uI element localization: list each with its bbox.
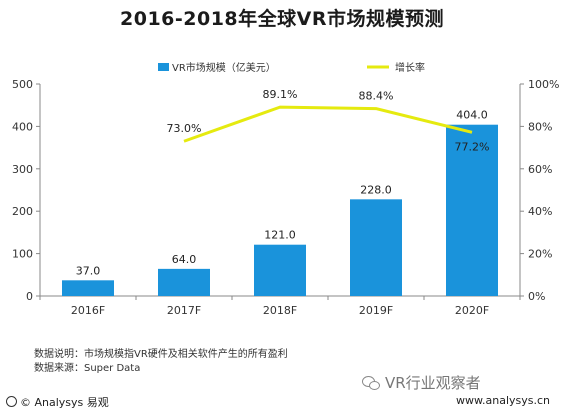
- bar-2018F: [254, 244, 306, 296]
- y-tick-label-left: 0: [26, 290, 33, 303]
- bar-value-label: 37.0: [76, 264, 101, 277]
- legend-swatch-bar: [158, 63, 169, 71]
- growth-line-path: [183, 105, 473, 143]
- y-tick-label-right: 20%: [528, 248, 552, 261]
- bars: [62, 124, 498, 296]
- watermark: VR行业观察者: [362, 372, 481, 393]
- x-tick-label: 2017F: [167, 304, 201, 317]
- x-tick-label: 2020F: [455, 304, 489, 317]
- brand-text: © Analysys 易观: [20, 396, 109, 409]
- growth-value-label: 77.2%: [455, 140, 490, 153]
- axes: 0 100 200 300 400 500 0% 20% 40% 60% 80% 100% 2016F 2…: [12, 78, 559, 317]
- y-tick-label-right: 80%: [528, 120, 552, 133]
- legend: VR市场规模（亿美元） 增长率: [158, 61, 425, 74]
- y-tick-label-right: 60%: [528, 163, 552, 176]
- y-tick-label-left: 500: [12, 78, 33, 91]
- y-tick-label-right: 40%: [528, 205, 552, 218]
- data-source: 数据来源：Super Data: [34, 363, 141, 374]
- growth-line: [183, 105, 473, 143]
- growth-value-label: 89.1%: [263, 88, 298, 101]
- y-tick-label-right: 100%: [528, 78, 559, 91]
- legend-label-line: 增长率: [395, 61, 425, 74]
- watermark-text: VR行业观察者: [385, 374, 481, 392]
- bar-2017F: [158, 268, 210, 296]
- brand-footer: © Analysys 易观: [6, 394, 109, 410]
- y-tick-label-right: 0%: [528, 290, 545, 303]
- bar-value-label: 404.0: [456, 109, 488, 122]
- data-labels: 37.0 64.0 121.0 228.0 404.0 73.0% 89.1% 88.4% 77…: [76, 88, 490, 277]
- wechat-icon: [362, 375, 380, 390]
- growth-value-label: 73.0%: [167, 122, 202, 135]
- website-link[interactable]: www.analysys.cn: [456, 394, 550, 407]
- x-tick-label: 2018F: [263, 304, 297, 317]
- bar-value-label: 228.0: [360, 183, 392, 196]
- chart-title: 2016-2018年全球VR市场规模预测: [120, 8, 444, 30]
- bar-2020F: [446, 124, 498, 296]
- y-tick-label-left: 300: [12, 163, 33, 176]
- x-tick-label: 2016F: [71, 304, 105, 317]
- growth-value-label: 88.4%: [359, 90, 394, 103]
- data-note: 数据说明：市场规模指VR硬件及相关软件产生的所有盈利: [34, 349, 288, 360]
- y-tick-label-left: 400: [12, 120, 33, 133]
- x-tick-label: 2019F: [359, 304, 393, 317]
- y-tick-label-left: 100: [12, 248, 33, 261]
- bar-value-label: 64.0: [172, 253, 197, 266]
- bar-2016F: [62, 280, 114, 296]
- bar-2019F: [350, 199, 402, 296]
- bar-value-label: 121.0: [264, 229, 296, 242]
- legend-label-bar: VR市场规模（亿美元）: [172, 61, 276, 74]
- analysys-logo-icon: [6, 396, 17, 407]
- y-tick-label-left: 200: [12, 205, 33, 218]
